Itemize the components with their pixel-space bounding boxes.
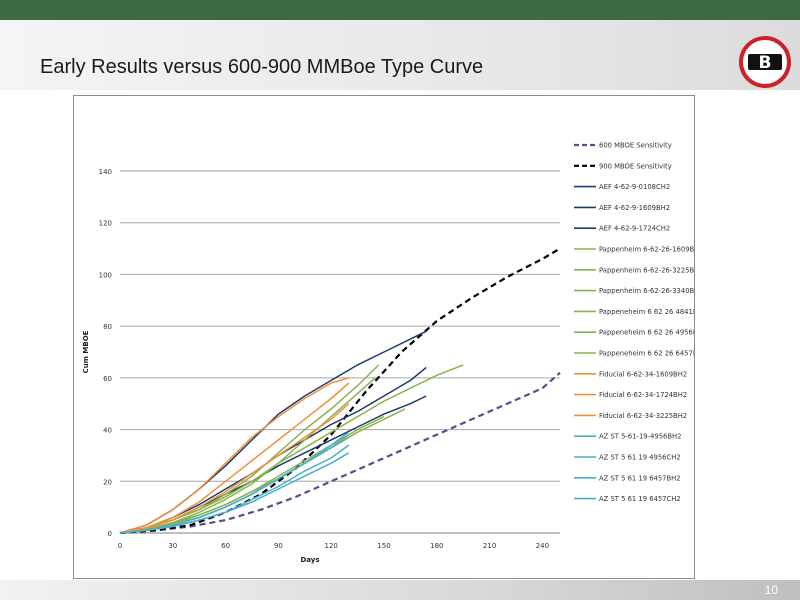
page-number: 10 — [764, 583, 778, 597]
slide-title: Early Results versus 600-900 MMBoe Type … — [40, 56, 484, 78]
series-line — [119, 371, 561, 535]
x-axis-label: Days — [300, 556, 319, 564]
legend-label: Pappenheim 6-62-26-3340BH2 — [599, 287, 694, 295]
legend-label: AZ ST 5 61 19 4956CH2 — [599, 454, 681, 462]
y-tick-label: 60 — [103, 375, 112, 383]
series-line — [119, 330, 427, 534]
bottom-bar — [0, 580, 800, 600]
x-tick-label: 30 — [168, 542, 177, 550]
y-tick-label: 140 — [99, 168, 112, 176]
legend-label: Fiducial 6-62-34-3225BH2 — [599, 412, 687, 420]
logo-letter: B — [759, 53, 772, 73]
legend-label: Fiducial 6-62-34-1724BH2 — [599, 391, 687, 399]
y-axis-label: Cum MBOE — [82, 330, 90, 373]
x-tick-label: 210 — [483, 542, 496, 550]
x-tick-label: 150 — [377, 542, 390, 550]
legend-label: AZ ST 5 61 19 6457CH2 — [599, 495, 681, 503]
cumulative-production-chart: 0 20 40 60 80 100 120 140 0 30 60 90 120 150 180 210 240… — [82, 142, 694, 565]
series-line — [119, 403, 350, 534]
y-tick-label: 100 — [99, 271, 112, 279]
legend-label: AZ ST 5 61 19 6457BH2 — [599, 474, 681, 482]
chart-frame: 0 20 40 60 80 100 120 140 0 30 60 90 120 150 180 210 240… — [73, 95, 695, 579]
top-accent-bar — [0, 0, 800, 20]
legend-label: 600 MBOE Sensitivity — [599, 142, 672, 150]
x-tick-label: 90 — [274, 542, 283, 550]
legend-label: Pappeneheim 6 62 26 4956BH2 — [599, 329, 694, 337]
series-line — [119, 395, 427, 534]
y-tick-label: 120 — [99, 220, 112, 228]
legend-label: AEF 4-62-9-1724CH2 — [599, 225, 670, 233]
logo-bar — [748, 54, 782, 70]
series-line — [119, 377, 376, 534]
legend-label: AZ ST 5-61-19-4956BH2 — [599, 433, 681, 441]
x-tick-label: 60 — [221, 542, 230, 550]
x-tick-label: 120 — [325, 542, 338, 550]
x-tick-label: 240 — [536, 542, 549, 550]
series-line — [119, 431, 350, 534]
series-line — [119, 364, 464, 534]
y-tick-label: 80 — [103, 323, 112, 331]
legend-label: Fiducial 6-62-34-1609BH2 — [599, 370, 687, 378]
legend-label: AEF 4-62-9-1609BH2 — [599, 204, 670, 212]
y-tick-label: 40 — [103, 427, 112, 435]
series-line — [119, 247, 561, 535]
legend-label: 900 MBOE Sensitivity — [599, 162, 672, 170]
legend-label: Pappeneheim 6 62 26 6457BH2 — [599, 350, 694, 358]
title-band — [0, 20, 800, 90]
y-tick-label: 0 — [108, 530, 112, 538]
legend-label: Pappeneheim 6 62 26 4841BH2 — [599, 308, 694, 316]
legend-label: AEF 4-62-9-0108CH2 — [599, 183, 670, 191]
series-line — [119, 382, 350, 534]
series-line — [119, 366, 427, 534]
legend-label: Pappenheim 6-62-26-1609BH2 — [599, 246, 694, 254]
y-tick-label: 20 — [103, 478, 112, 486]
company-logo: B — [739, 36, 791, 88]
series-line — [119, 377, 350, 534]
x-tick-label: 0 — [118, 542, 122, 550]
x-tick-label: 180 — [430, 542, 443, 550]
legend-label: Pappenheim 6-62-26-3225BH2 — [599, 266, 694, 274]
